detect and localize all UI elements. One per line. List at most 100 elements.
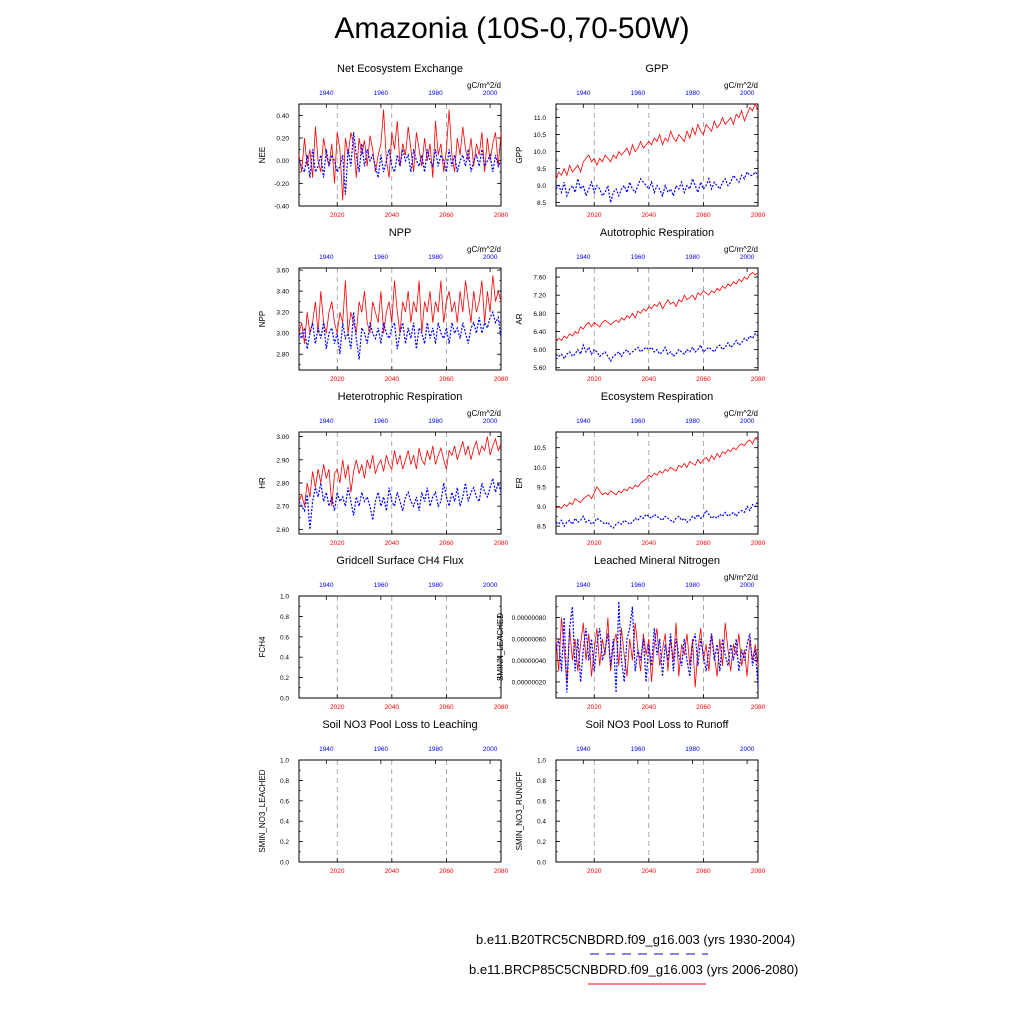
y-tick-label: 0.00000020 bbox=[512, 679, 547, 686]
y-tick-label: 7.20 bbox=[533, 293, 546, 300]
x-tick-label-top: 1980 bbox=[685, 418, 700, 425]
panel-5: Heterotrophic Respiration gC/m^2/d 2.60 2.7… bbox=[258, 391, 509, 547]
x-tick-label-top: 1940 bbox=[576, 90, 591, 97]
x-tick-label-bottom: 2020 bbox=[330, 704, 345, 711]
x-tick-label-top: 1980 bbox=[428, 418, 443, 425]
panel-6: Ecosystem Respiration gC/m^2/d 8.5 9.0 9.5 10… bbox=[515, 391, 766, 547]
x-tick-label-top: 1960 bbox=[374, 418, 389, 425]
x-tick-label-bottom: 2020 bbox=[587, 704, 602, 711]
y-tick-label: 3.20 bbox=[276, 310, 289, 317]
x-tick-label-top: 1960 bbox=[631, 582, 646, 589]
y-tick-label: 0.2 bbox=[280, 839, 289, 846]
x-tick-label-bottom: 2080 bbox=[751, 376, 766, 383]
y-tick-label: 5.60 bbox=[533, 365, 546, 372]
x-tick-label-bottom: 2040 bbox=[642, 376, 657, 383]
x-tick-label-bottom: 2080 bbox=[494, 540, 509, 547]
x-tick-label-top: 1940 bbox=[576, 582, 591, 589]
series-line-hist bbox=[298, 132, 502, 195]
x-tick-label-top: 1960 bbox=[631, 746, 646, 753]
x-tick-label-bottom: 2060 bbox=[696, 540, 711, 547]
x-tick-label-bottom: 2020 bbox=[587, 540, 602, 547]
y-tick-label: 10.5 bbox=[533, 445, 546, 452]
legend-rcp-swatch bbox=[588, 983, 706, 985]
x-tick-label-bottom: 2040 bbox=[385, 212, 400, 219]
series-line-rcp bbox=[298, 275, 502, 344]
y-axis-label: NPP bbox=[258, 311, 267, 327]
plot-frame bbox=[555, 595, 759, 699]
x-tick-label-top: 2000 bbox=[483, 90, 498, 97]
panel-8: Leached Mineral Nitrogen gN/m^2/d 0.000000… bbox=[496, 555, 766, 711]
y-axis-label: GPP bbox=[515, 147, 524, 164]
y-axis-label: SMIN_NO3_RUNOFF bbox=[515, 772, 524, 851]
x-tick-label-bottom: 2040 bbox=[385, 540, 400, 547]
y-tick-label: 0.00000080 bbox=[512, 615, 547, 622]
y-tick-label: 3.00 bbox=[276, 434, 289, 441]
x-tick-label-top: 1980 bbox=[428, 90, 443, 97]
y-tick-label: 0.00 bbox=[276, 158, 289, 165]
panel-title: Ecosystem Respiration bbox=[601, 391, 714, 403]
x-tick-label-bottom: 2060 bbox=[439, 212, 454, 219]
y-tick-label: 8.5 bbox=[537, 200, 546, 207]
x-tick-label-top: 1940 bbox=[319, 254, 334, 261]
y-tick-label: 1.0 bbox=[280, 758, 289, 765]
y-tick-label: 9.5 bbox=[537, 166, 546, 173]
x-tick-label-bottom: 2040 bbox=[385, 376, 400, 383]
y-tick-label: -0.20 bbox=[274, 181, 289, 188]
units-label: gC/m^2/d bbox=[724, 81, 758, 90]
units-label: gC/m^2/d bbox=[467, 245, 501, 254]
x-tick-label-bottom: 2040 bbox=[642, 540, 657, 547]
y-tick-label: 11.0 bbox=[534, 115, 547, 122]
y-axis-label: SMINN_LEACHED bbox=[496, 613, 505, 681]
x-tick-label-bottom: 2040 bbox=[642, 212, 657, 219]
panel-3: NPP gC/m^2/d 2.80 3.00 3.20 3.40 3.60 2020 2040 2… bbox=[258, 227, 509, 383]
panel-1: Net Ecosystem Exchange gC/m^2/d -0.40 -0.20… bbox=[258, 63, 509, 219]
plot-frame bbox=[298, 267, 502, 371]
x-tick-label-bottom: 2060 bbox=[439, 540, 454, 547]
x-tick-label-bottom: 2080 bbox=[751, 868, 766, 875]
x-tick-label-bottom: 2020 bbox=[330, 540, 345, 547]
series-line-rcp bbox=[555, 617, 759, 688]
series-line-hist bbox=[555, 601, 759, 693]
y-tick-label: 0.4 bbox=[537, 819, 546, 826]
x-tick-label-top: 1980 bbox=[685, 254, 700, 261]
panel-7: Gridcell Surface CH4 Flux 0.0 0.2 0.4 0.6 0.8… bbox=[258, 555, 509, 711]
x-tick-label-top: 1960 bbox=[374, 582, 389, 589]
y-axis-label: ER bbox=[515, 477, 524, 488]
x-tick-label-bottom: 2060 bbox=[439, 704, 454, 711]
x-tick-label-bottom: 2060 bbox=[696, 704, 711, 711]
y-tick-label: 10.0 bbox=[533, 465, 546, 472]
y-tick-label: -0.40 bbox=[274, 204, 289, 211]
y-tick-label: 6.00 bbox=[533, 347, 546, 354]
y-tick-label: 0.00000040 bbox=[512, 658, 547, 665]
x-tick-label-top: 1940 bbox=[319, 90, 334, 97]
x-tick-label-top: 2000 bbox=[740, 254, 755, 261]
plot-frame bbox=[298, 431, 502, 535]
y-tick-label: 1.0 bbox=[537, 758, 546, 765]
x-tick-label-top: 2000 bbox=[483, 582, 498, 589]
x-tick-label-top: 1980 bbox=[428, 746, 443, 753]
x-tick-label-top: 2000 bbox=[483, 746, 498, 753]
x-tick-label-top: 2000 bbox=[740, 418, 755, 425]
series-line-hist bbox=[298, 310, 502, 360]
x-tick-label-top: 1960 bbox=[374, 254, 389, 261]
y-tick-label: 3.00 bbox=[276, 331, 289, 338]
figure-title: Amazonia (10S-0,70-50W) bbox=[334, 12, 690, 45]
series-line-rcp bbox=[555, 271, 759, 342]
series-line-rcp bbox=[298, 436, 502, 507]
y-tick-label: 2.70 bbox=[276, 504, 289, 511]
y-axis-label: NEE bbox=[258, 147, 267, 163]
panel-title: Autotrophic Respiration bbox=[600, 227, 714, 239]
panel-title: Leached Mineral Nitrogen bbox=[594, 555, 720, 567]
x-tick-label-top: 1940 bbox=[576, 746, 591, 753]
y-tick-label: 2.80 bbox=[276, 481, 289, 488]
x-tick-label-top: 1940 bbox=[319, 418, 334, 425]
x-tick-label-top: 2000 bbox=[740, 90, 755, 97]
y-tick-label: 0.2 bbox=[280, 675, 289, 682]
panel-title: Gridcell Surface CH4 Flux bbox=[336, 555, 464, 567]
plot-frame bbox=[298, 595, 502, 699]
series-line-hist bbox=[555, 500, 759, 529]
units-label: gC/m^2/d bbox=[467, 81, 501, 90]
x-tick-label-bottom: 2080 bbox=[751, 704, 766, 711]
